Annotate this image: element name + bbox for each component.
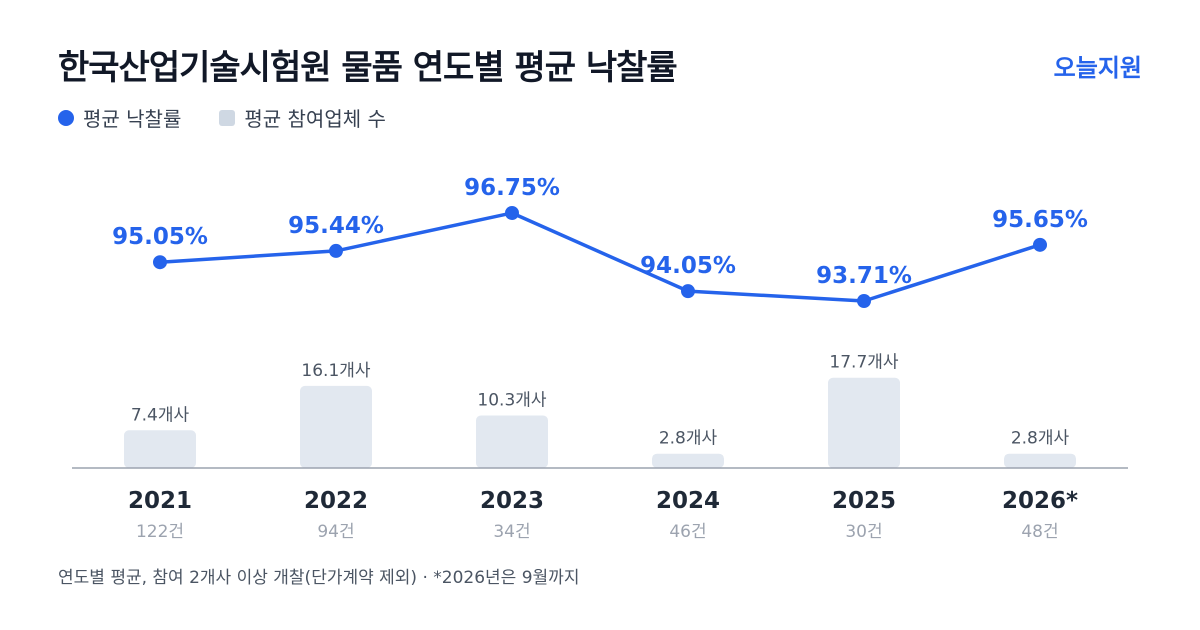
bar-label-0: 7.4개사 — [131, 405, 190, 425]
legend-label-rate: 평균 낙찰률 — [83, 107, 182, 131]
page-title: 한국산업기술시험원 물품 연도별 평균 낙찰률 — [58, 48, 678, 88]
x-tick-label-5: 2026* — [1002, 488, 1078, 514]
rate-point-4 — [857, 294, 871, 308]
rate-label-3: 94.05% — [640, 253, 736, 279]
bar-2 — [476, 415, 548, 468]
legend-label-bidders: 평균 참여업체 수 — [244, 107, 386, 131]
rate-label-2: 96.75% — [464, 175, 560, 201]
bar-5 — [1004, 453, 1076, 468]
rate-label-4: 93.71% — [816, 263, 912, 289]
x-sublabel-1: 94건 — [317, 522, 354, 542]
footnote: 연도별 평균, 참여 2개사 이상 개찰(단가계약 제외) · *2026년은 … — [58, 568, 580, 588]
chart-legend: 평균 낙찰률 평균 참여업체 수 — [58, 103, 424, 132]
bar-0 — [124, 430, 196, 468]
rate-line — [159, 211, 1041, 303]
rate-label-5: 95.65% — [992, 207, 1088, 233]
legend-dot-icon — [58, 109, 74, 126]
x-tick-label-1: 2022 — [304, 488, 368, 514]
x-tick-label-2: 2023 — [480, 488, 544, 514]
x-tick-label-4: 2025 — [832, 488, 896, 514]
bar-label-2: 10.3개사 — [477, 390, 546, 410]
x-sublabel-3: 46건 — [669, 522, 706, 542]
legend-item-rate: 평균 낙찰률 — [58, 103, 181, 132]
bar-label-1: 16.1개사 — [301, 361, 370, 381]
bar-label-3: 2.8개사 — [659, 429, 718, 449]
legend-item-bidders: 평균 참여업체 수 — [219, 103, 386, 132]
x-sublabel-4: 30건 — [845, 522, 882, 542]
x-tick-label-3: 2024 — [656, 488, 720, 514]
rate-label-1: 95.44% — [288, 213, 384, 239]
x-tick-label-0: 2021 — [128, 488, 192, 514]
x-sublabel-0: 122건 — [136, 522, 184, 542]
bar-label-5: 2.8개사 — [1011, 429, 1070, 449]
x-sublabel-2: 34건 — [493, 522, 530, 542]
rate-point-0 — [153, 255, 167, 270]
x-sublabel-5: 48건 — [1021, 522, 1058, 542]
rate-point-1 — [329, 243, 343, 258]
bar-4 — [828, 377, 900, 468]
legend-square-icon — [219, 109, 236, 126]
rate-point-3 — [681, 284, 695, 299]
rate-label-0: 95.05% — [112, 224, 208, 250]
rate-point-5 — [1033, 237, 1047, 252]
brand-logo[interactable]: 오늘지원 — [1053, 54, 1142, 82]
bar-3 — [652, 453, 724, 468]
bar-label-4: 17.7개사 — [829, 353, 898, 373]
bar-1 — [300, 385, 372, 468]
rate-point-2 — [505, 206, 519, 220]
